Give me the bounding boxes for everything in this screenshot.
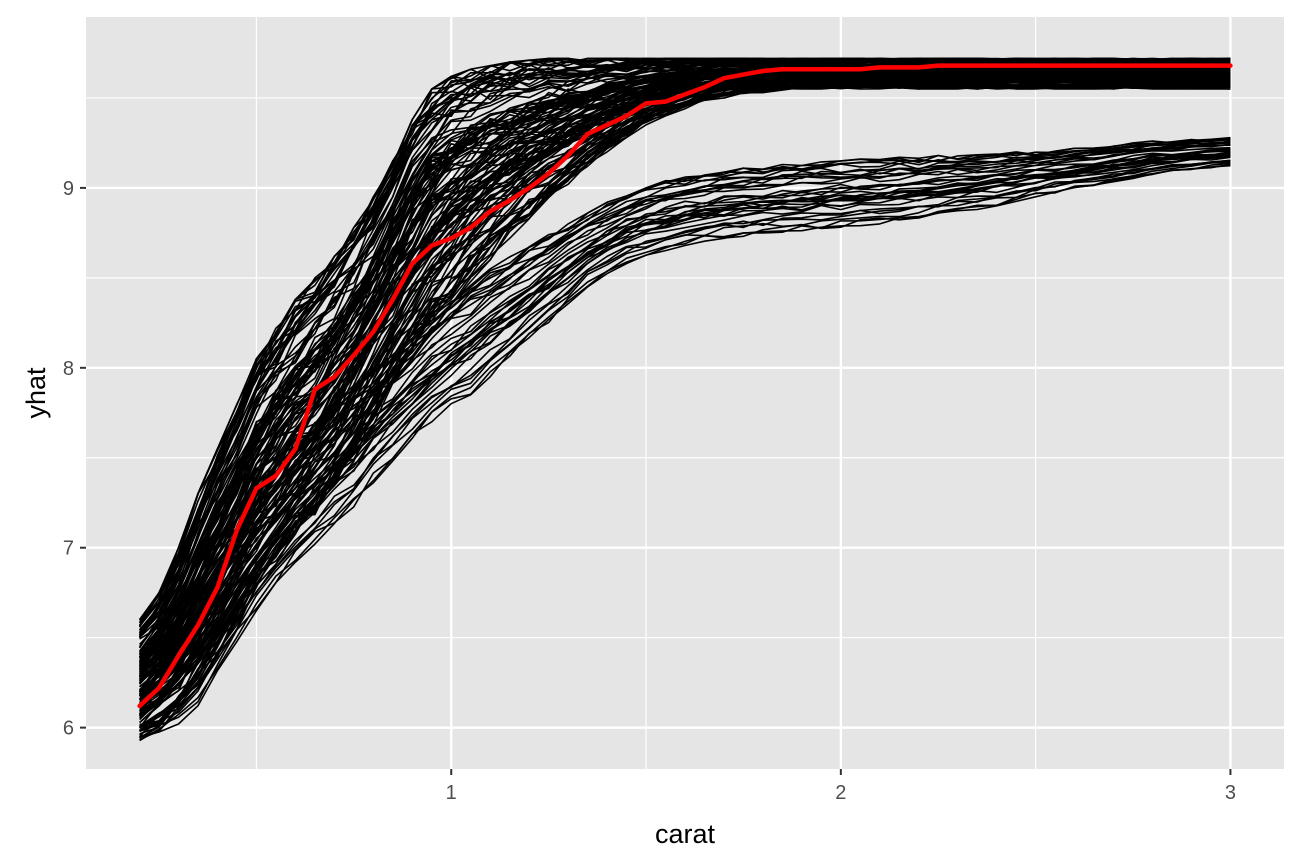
average-line bbox=[137, 63, 1233, 709]
ice-line-131 bbox=[139, 143, 1231, 688]
y-tick-label-3: 9 bbox=[63, 178, 74, 200]
ice-line-120 bbox=[138, 67, 1231, 673]
ice-line-155 bbox=[139, 164, 1231, 739]
ice-line-164 bbox=[139, 141, 1231, 673]
ice-line-126 bbox=[139, 66, 1231, 659]
x-tick-label-2: 3 bbox=[1225, 782, 1236, 804]
ice-line-159 bbox=[139, 153, 1231, 705]
ice-line-127 bbox=[139, 59, 1231, 637]
ice-line-147 bbox=[139, 146, 1231, 688]
ice-line-163 bbox=[139, 149, 1231, 700]
ice-line-160 bbox=[139, 155, 1231, 717]
tick-labels: 1 2 3 6 7 8 9 bbox=[63, 178, 1236, 804]
ice-line-118 bbox=[138, 84, 1231, 738]
ice-line-142 bbox=[139, 138, 1231, 667]
ice-line-156 bbox=[139, 155, 1231, 717]
ice-line-158 bbox=[139, 160, 1231, 728]
x-axis-title: carat bbox=[655, 819, 716, 849]
x-tick-label-0: 1 bbox=[446, 782, 457, 804]
ice-line-128 bbox=[138, 73, 1231, 692]
y-tick-label-0: 6 bbox=[63, 718, 74, 740]
y-tick-label-2: 8 bbox=[63, 358, 74, 380]
axis-ticks bbox=[80, 186, 1232, 775]
ice-line-154 bbox=[139, 148, 1231, 693]
ice-line-72 bbox=[138, 57, 1231, 621]
y-tick-label-1: 7 bbox=[63, 538, 74, 560]
minor-gridlines bbox=[86, 17, 1284, 769]
ice-line-162 bbox=[139, 162, 1231, 739]
x-tick-label-1: 2 bbox=[835, 782, 846, 804]
major-gridlines bbox=[86, 17, 1284, 769]
ice-line-112 bbox=[138, 77, 1231, 708]
average-curve bbox=[137, 63, 1233, 709]
ice-line-129 bbox=[139, 57, 1231, 623]
ice-line-152 bbox=[139, 138, 1231, 669]
y-axis-title: yhat bbox=[21, 367, 51, 419]
ice-curves bbox=[138, 57, 1231, 742]
